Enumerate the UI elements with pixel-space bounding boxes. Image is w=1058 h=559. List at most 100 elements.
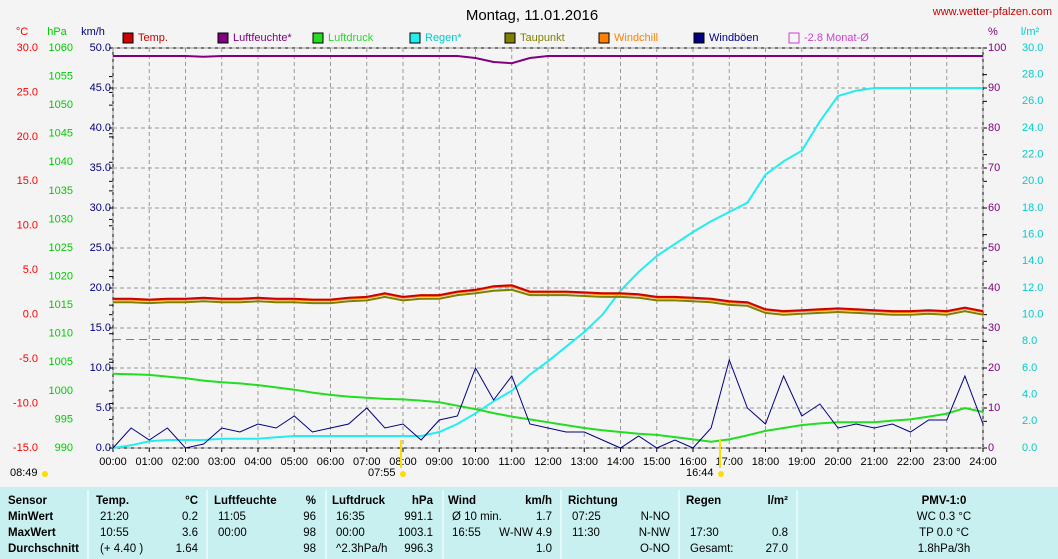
table-cell: Ø 10 min. <box>452 511 502 523</box>
series-line <box>112 372 984 443</box>
y-tick-label: 1055 <box>49 70 73 82</box>
y-tick-label: 1000 <box>49 385 73 397</box>
y-tick-label: 1045 <box>49 128 73 140</box>
y-tick-label: 1010 <box>49 328 73 340</box>
y-tick-label: 20.0 <box>17 131 38 143</box>
table-cell: N-NW <box>639 527 670 539</box>
x-tick-label: 04:00 <box>244 456 272 468</box>
table-cell: 1.8hPa/3h <box>918 543 970 555</box>
table-cell: O-NO <box>640 543 670 555</box>
table-cell: 3.6 <box>182 527 198 539</box>
y-tick-label: 24.0 <box>1022 122 1043 134</box>
y-tick-label: 1005 <box>49 356 73 368</box>
table-cell: 27.0 <box>766 543 788 555</box>
y-tick-label: 6.0 <box>1022 362 1037 374</box>
x-tick-label: 05:00 <box>280 456 308 468</box>
y-tick-label: 1040 <box>49 156 73 168</box>
y-tick-label: 18.0 <box>1022 202 1043 214</box>
table-cell: 00:00 <box>336 527 365 539</box>
legend-label: Taupunkt <box>520 32 565 44</box>
table-cell: 1.64 <box>176 543 199 555</box>
series-line <box>113 55 983 65</box>
table-cell: 16:55 <box>452 527 481 539</box>
legend-swatch <box>217 32 229 44</box>
table-cell: MinWert <box>8 511 53 523</box>
table-cell: 16:35 <box>336 511 365 523</box>
legend-swatch <box>693 32 705 44</box>
legend-label: -2.8 Monat-Ø <box>804 32 869 44</box>
y-tick-label: 25.0 <box>17 86 38 98</box>
sun-time: 16:44 <box>686 467 714 479</box>
y-tick-label: 12.0 <box>1022 282 1043 294</box>
table-cell: 07:25 <box>572 511 601 523</box>
table-cell: 98 <box>303 543 316 555</box>
y-tick-label: 50.0 <box>90 42 111 54</box>
x-tick-label: 21:00 <box>860 456 888 468</box>
legend-swatch <box>598 32 610 44</box>
source: www.wetter-pfalzen.com <box>932 6 1052 18</box>
table-header: Sensor <box>8 495 48 507</box>
axis-title: km/h <box>81 26 105 38</box>
x-tick-label: 07:00 <box>353 456 381 468</box>
legend-swatch <box>122 32 134 44</box>
y-tick-label: 0.0 <box>23 309 38 321</box>
legend-label: Luftfeuchte* <box>233 32 292 44</box>
x-tick-label: 15:00 <box>643 456 671 468</box>
table-cell: N-NO <box>641 511 670 523</box>
y-tick-label: 10.0 <box>90 362 111 374</box>
table-header: l/m² <box>768 495 789 507</box>
y-tick-label: 1025 <box>49 242 73 254</box>
table-cell: 1.0 <box>536 543 552 555</box>
table-cell: WC 0.3 °C <box>917 511 971 523</box>
x-tick-label: 11:00 <box>498 456 525 468</box>
table-cell: 0.2 <box>182 511 198 523</box>
axis-title: % <box>988 26 998 38</box>
y-tick-label: 20.0 <box>1022 175 1043 187</box>
table-cell: 21:20 <box>100 511 129 523</box>
y-tick-label: 35.0 <box>90 162 111 174</box>
table-header: hPa <box>412 495 434 507</box>
table-cell: Durchschnitt <box>8 543 79 555</box>
x-tick-label: 24:00 <box>969 456 997 468</box>
sun-icon <box>400 471 406 477</box>
table-cell: 98 <box>303 527 316 539</box>
table-cell: 00:00 <box>218 527 247 539</box>
legend-label: Windböen <box>709 32 759 44</box>
x-tick-label: 13:00 <box>570 456 598 468</box>
x-tick-label: 20:00 <box>824 456 852 468</box>
x-tick-label: 14:00 <box>607 456 635 468</box>
y-tick-label: 1030 <box>49 213 73 225</box>
sun-time: 07:55 <box>368 467 396 479</box>
y-tick-label: 70 <box>988 162 1000 174</box>
y-tick-label: 20.0 <box>90 282 111 294</box>
x-tick-label: 17:00 <box>715 456 743 468</box>
y-tick-label: 5.0 <box>96 402 111 414</box>
y-tick-label: 90 <box>988 82 1000 94</box>
legend-label: Temp. <box>138 32 168 44</box>
table-header: Temp. <box>96 495 129 507</box>
y-tick-label: 5.0 <box>23 264 38 276</box>
table-header: Wind <box>448 495 476 507</box>
y-tick-label: 15.0 <box>90 322 111 334</box>
table-header: Regen <box>686 495 721 507</box>
x-tick-label: 22:00 <box>897 456 925 468</box>
table-background <box>0 487 1058 559</box>
legend-swatch <box>788 32 800 44</box>
x-tick-label: 03:00 <box>208 456 236 468</box>
series-line <box>113 284 984 313</box>
table-cell: 11:30 <box>572 527 600 539</box>
y-tick-label: 4.0 <box>1022 389 1037 401</box>
y-tick-label: 30.0 <box>1022 42 1043 54</box>
y-tick-label: 40.0 <box>90 122 111 134</box>
axis-title: hPa <box>47 26 67 38</box>
x-tick-label: 01:00 <box>135 456 163 468</box>
y-tick-label: 45.0 <box>90 82 111 94</box>
table-header: Richtung <box>568 495 618 507</box>
x-tick-label: 09:00 <box>425 456 453 468</box>
y-tick-label: -10.0 <box>13 397 38 409</box>
y-tick-label: 0 <box>988 442 994 454</box>
table-header: °C <box>185 495 198 507</box>
y-tick-label: -5.0 <box>19 353 38 365</box>
y-tick-label: 40 <box>988 282 1000 294</box>
table-header: % <box>306 495 316 507</box>
